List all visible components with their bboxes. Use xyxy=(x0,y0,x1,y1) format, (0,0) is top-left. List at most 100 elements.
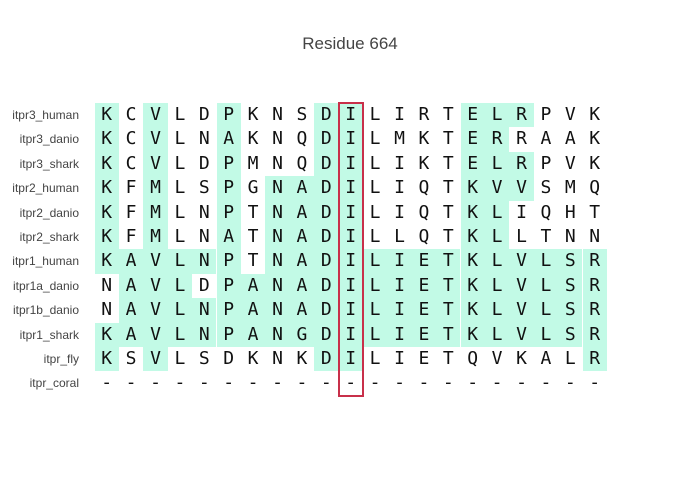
residue-cell: L xyxy=(484,103,510,128)
residue-cell: Q xyxy=(418,226,430,247)
residue-cell: S xyxy=(198,177,210,199)
residue-cell: N xyxy=(192,298,217,323)
residue-cell: T xyxy=(247,250,259,272)
residue-cell: - xyxy=(516,372,527,394)
residue-cell: L xyxy=(484,249,510,274)
residue-cell: T xyxy=(442,226,454,247)
residue-cell: P xyxy=(540,152,552,174)
residue-cell: E xyxy=(460,103,485,128)
residue-cell: I xyxy=(338,103,363,128)
residue-cell: P xyxy=(216,103,241,128)
residue-cell: K xyxy=(460,249,485,274)
residue-cell: T xyxy=(442,128,454,150)
residue-cell: Q xyxy=(589,177,601,199)
residue-cell: A xyxy=(118,273,144,299)
row-label: itpr2_shark xyxy=(19,230,79,244)
residue-cell: T xyxy=(442,104,454,125)
residue-cell: A xyxy=(540,128,552,150)
residue-cell: P xyxy=(216,322,241,347)
residue-cell: I xyxy=(387,249,412,274)
residue-cell: L xyxy=(484,151,510,177)
residue-cell: L xyxy=(369,104,381,125)
residue-cell: K xyxy=(516,348,527,369)
residue-cell: N xyxy=(101,274,113,296)
residue-cell: N xyxy=(272,128,283,150)
residue-cell: - xyxy=(272,372,283,394)
residue-cell: R xyxy=(582,249,607,274)
residue-cell: - xyxy=(418,372,430,394)
residue-cell: T xyxy=(442,201,454,223)
residue-cell: I xyxy=(338,273,363,299)
residue-cell: T xyxy=(442,152,454,174)
residue-cell: A xyxy=(240,298,266,323)
residue-cell: R xyxy=(582,298,607,323)
residue-cell: N xyxy=(265,249,290,274)
residue-cell: - xyxy=(467,372,479,394)
residue-cell: K xyxy=(94,127,119,152)
residue-cell: L xyxy=(174,201,186,223)
residue-cell: V xyxy=(143,151,168,177)
residue-cell: T xyxy=(442,348,454,369)
residue-cell: L xyxy=(167,249,193,274)
residue-cell: - xyxy=(296,372,308,394)
residue-cell: L xyxy=(362,322,388,347)
residue-cell: M xyxy=(564,177,576,199)
residue-cell: L xyxy=(174,348,186,369)
residue-cell: D xyxy=(314,298,339,323)
residue-cell: I xyxy=(338,200,363,225)
residue-cell: I xyxy=(338,347,363,372)
residue-cell: D xyxy=(223,348,235,369)
residue-cell: L xyxy=(484,200,510,225)
row-label: itpr1a_danio xyxy=(12,278,79,293)
residue-cell: V xyxy=(143,273,168,299)
residue-cell: E xyxy=(411,322,437,347)
residue-cell: L xyxy=(369,152,381,174)
residue-cell: K xyxy=(94,176,119,201)
residue-cell: V xyxy=(143,322,168,347)
residue-cell: N xyxy=(265,273,290,299)
residue-cell: P xyxy=(216,176,241,201)
residue-cell: N xyxy=(265,298,290,323)
residue-cell: V xyxy=(491,348,503,369)
residue-cell: I xyxy=(338,249,363,274)
row-label: itpr2_danio xyxy=(19,205,79,220)
residue-cell: A xyxy=(289,273,315,299)
residue-cell: L xyxy=(174,226,186,247)
residue-cell: A xyxy=(289,249,315,274)
residue-cell: - xyxy=(150,372,161,394)
residue-cell: K xyxy=(94,225,119,250)
residue-cell: R xyxy=(582,273,607,299)
residue-cell: A xyxy=(118,249,144,274)
residue-cell: A xyxy=(240,322,266,347)
residue-cell: Q xyxy=(540,201,552,223)
residue-cell: V xyxy=(143,127,168,152)
row-label: itpr2_human xyxy=(12,181,79,196)
residue-cell: Q xyxy=(467,348,479,369)
residue-cell: P xyxy=(216,273,241,299)
residue-cell: K xyxy=(460,322,485,347)
residue-cell: R xyxy=(509,151,534,177)
residue-cell: T xyxy=(436,298,461,323)
residue-cell: L xyxy=(167,322,193,347)
residue-cell: - xyxy=(394,372,405,394)
residue-cell: I xyxy=(394,177,405,199)
residue-cell: A xyxy=(118,322,144,347)
residue-cell: L xyxy=(533,249,559,274)
residue-cell: L xyxy=(484,225,510,250)
residue-cell: R xyxy=(484,127,510,152)
residue-cell: I xyxy=(394,201,405,223)
residue-cell: L xyxy=(484,298,510,323)
highlight-column-box xyxy=(337,102,364,397)
residue-cell: E xyxy=(460,151,485,177)
row-label: itpr3_danio xyxy=(19,132,79,147)
residue-cell: K xyxy=(418,128,430,150)
row-label: itpr3_shark xyxy=(19,156,79,171)
residue-cell: - xyxy=(125,372,137,394)
residue-cell: Q xyxy=(296,128,308,150)
residue-cell: L xyxy=(174,128,186,150)
row-label: itpr_fly xyxy=(43,352,79,366)
residue-cell: - xyxy=(247,372,259,394)
residue-cell: P xyxy=(216,249,241,274)
residue-cell: D xyxy=(314,200,339,225)
